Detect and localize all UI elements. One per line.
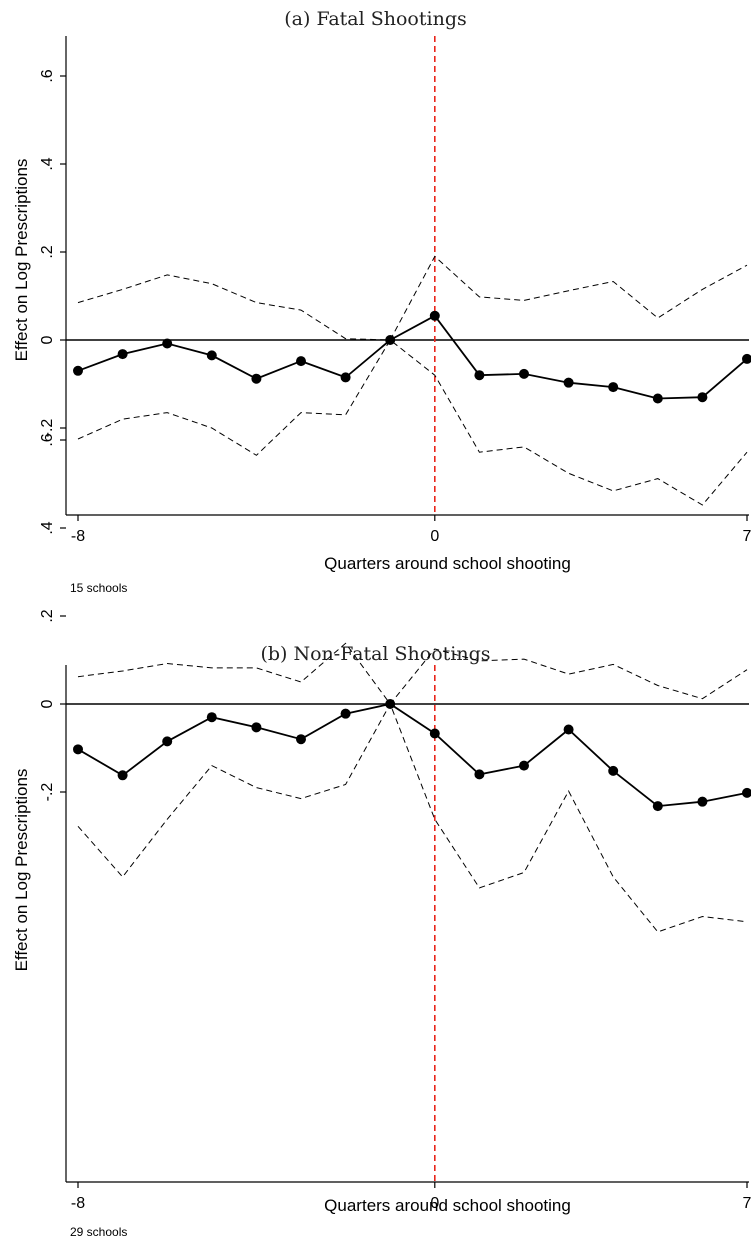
estimate-point <box>474 370 485 381</box>
x-tick-label: -8 <box>71 528 85 545</box>
estimate-point <box>340 708 351 719</box>
y-tick-label: .4 <box>39 521 56 534</box>
y-tick-label: 0 <box>39 699 56 708</box>
estimate-point <box>429 728 440 739</box>
schools-note: 15 schools <box>70 581 127 595</box>
y-tick-label: .2 <box>39 609 56 622</box>
estimate-point <box>296 356 306 367</box>
estimate-point <box>429 310 440 321</box>
estimate-point <box>296 734 306 745</box>
y-tick-label: 0 <box>39 335 56 344</box>
estimate-point <box>73 365 83 376</box>
estimate-line <box>77 314 748 400</box>
panel-b-title: (b) Non-Fatal Shootings <box>260 643 491 665</box>
y-tick-label: -.2 <box>39 419 56 438</box>
estimate-point <box>117 770 128 781</box>
ci-upper-line <box>77 642 748 705</box>
y-tick-label: .6 <box>39 69 56 82</box>
schools-note: 29 schools <box>70 1225 127 1239</box>
estimate-point <box>162 338 173 349</box>
estimate-point <box>206 350 217 361</box>
estimate-point <box>117 349 128 360</box>
estimate-point <box>697 392 708 403</box>
estimate-point <box>608 382 619 393</box>
estimate-point <box>519 368 529 379</box>
x-tick-label: 7 <box>743 528 751 545</box>
x-tick-label: -8 <box>71 1195 85 1212</box>
x-axis-label: Quarters around school shooting <box>324 554 571 573</box>
y-tick-label: .2 <box>39 245 56 258</box>
x-tick-label: 0 <box>430 1195 439 1212</box>
estimate-point <box>251 373 262 384</box>
panel-a-title: (a) Fatal Shootings <box>284 8 467 30</box>
ci-lower-line <box>77 339 748 506</box>
x-tick-label: 7 <box>743 1195 751 1212</box>
estimate-point <box>742 353 751 364</box>
estimate-point <box>697 796 708 807</box>
estimate-point <box>206 712 217 723</box>
estimate-point <box>742 787 751 798</box>
x-tick-label: 0 <box>430 528 439 545</box>
estimate-point <box>608 765 619 776</box>
estimate-point <box>563 724 574 735</box>
y-axis-label: Effect on Log Prescriptions <box>12 159 31 362</box>
estimate-line <box>77 703 748 808</box>
estimate-point <box>652 801 663 812</box>
y-tick-label: -.2 <box>39 783 56 802</box>
y-axis-label: Effect on Log Prescriptions <box>12 769 31 972</box>
estimate-point <box>340 372 351 383</box>
estimate-point <box>652 393 663 404</box>
y-tick-label: .4 <box>39 157 56 170</box>
y-tick-label: .6 <box>39 433 56 446</box>
estimate-point <box>563 377 574 388</box>
ci-lower-line <box>77 702 748 933</box>
estimate-point <box>519 760 529 771</box>
estimate-point <box>474 769 485 780</box>
estimate-point <box>251 722 262 733</box>
x-axis-label: Quarters around school shooting <box>324 1196 571 1215</box>
estimate-point <box>162 736 173 747</box>
fatal-shootings-chart: .6 .4 .2 0 -.2 -8 0 7 Quarters around school sho… <box>12 36 751 595</box>
estimate-point <box>73 744 83 755</box>
